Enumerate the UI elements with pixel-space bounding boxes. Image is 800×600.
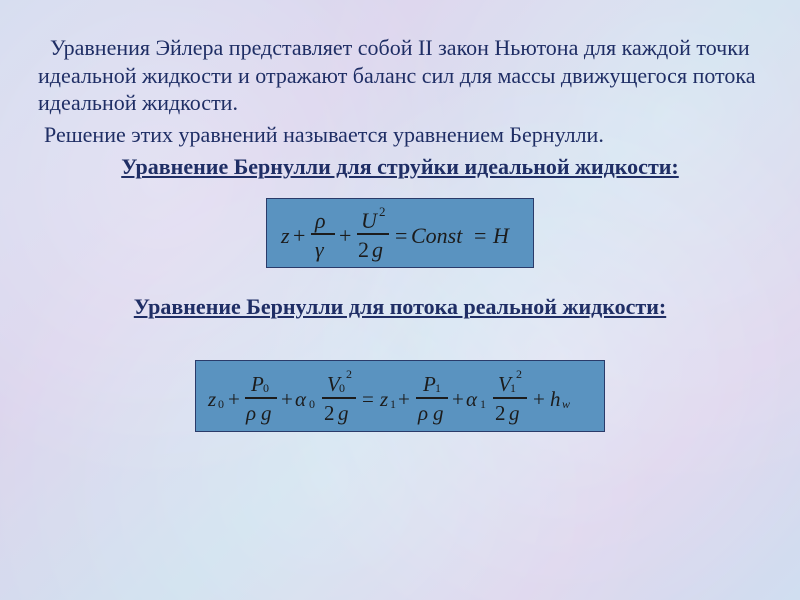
eq-token: P xyxy=(251,372,264,397)
equation-real: z0+P0ρg+α0V022g=z1+P1ρg+α1V122g+hw xyxy=(196,361,604,431)
eq-token: γ xyxy=(315,237,324,263)
eq-token: 0 xyxy=(309,397,315,412)
eq-token: + xyxy=(452,387,464,412)
eq-token: + xyxy=(293,223,305,249)
eq-token: H xyxy=(493,223,509,249)
eq-token: z xyxy=(208,387,216,412)
eq-token: g xyxy=(338,401,349,426)
eq-token: + xyxy=(339,223,351,249)
eq-token: g xyxy=(372,237,383,263)
eq-token: 1 xyxy=(390,397,396,412)
eq-token: 1 xyxy=(480,397,486,412)
eq-token: 2 xyxy=(324,401,335,426)
eq-token: 1 xyxy=(510,381,516,396)
eq-token: + xyxy=(281,387,293,412)
eq-token: 2 xyxy=(358,237,369,263)
eq-token: g xyxy=(509,401,520,426)
eq-token: g xyxy=(433,401,444,426)
eq-token: V xyxy=(327,372,340,397)
eq-token: + xyxy=(533,387,545,412)
eq-token: 0 xyxy=(263,381,269,396)
eq-token: Const xyxy=(411,223,462,249)
equation-ideal-wrap: z+ργ+U22g=Const=H xyxy=(38,198,762,268)
eq-token: P xyxy=(423,372,436,397)
eq-token: 0 xyxy=(339,381,345,396)
eq-token: z xyxy=(380,387,388,412)
fraction-bar xyxy=(493,397,527,399)
eq-token: = xyxy=(474,223,486,249)
real-section-title: Уравнение Бернулли для потока реальной ж… xyxy=(38,294,762,320)
eq-token: g xyxy=(261,401,272,426)
eq-token: 2 xyxy=(516,367,522,382)
fraction-bar xyxy=(322,397,356,399)
eq-token: + xyxy=(398,387,410,412)
solution-note-paragraph: Решение этих уравнений называется уравне… xyxy=(44,121,762,149)
eq-token: = xyxy=(362,387,374,412)
fraction-bar xyxy=(245,397,277,399)
eq-token: 0 xyxy=(218,397,224,412)
eq-token: 1 xyxy=(435,381,441,396)
fraction-bar xyxy=(357,233,389,235)
eq-token: 2 xyxy=(495,401,506,426)
eq-token: U xyxy=(361,208,377,234)
equation-real-wrap: z0+P0ρg+α0V022g=z1+P1ρg+α1V122g+hw xyxy=(38,360,762,432)
fraction-bar xyxy=(416,397,448,399)
equation-ideal: z+ργ+U22g=Const=H xyxy=(267,199,533,267)
equation-real-box: z0+P0ρg+α0V022g=z1+P1ρg+α1V122g+hw xyxy=(195,360,605,432)
eq-token: α xyxy=(295,387,306,412)
eq-token: ρ xyxy=(315,208,326,234)
eq-token: z xyxy=(281,223,290,249)
ideal-section-title: Уравнение Бернулли для струйки идеальной… xyxy=(38,154,762,180)
intro-paragraph: Уравнения Эйлера представляет собой II з… xyxy=(38,34,762,117)
eq-token: α xyxy=(466,387,477,412)
eq-token: w xyxy=(562,397,570,412)
eq-token: + xyxy=(228,387,240,412)
eq-token: ρ xyxy=(418,401,428,426)
eq-token: h xyxy=(550,387,561,412)
eq-token: V xyxy=(498,372,511,397)
eq-token: ρ xyxy=(246,401,256,426)
fraction-bar xyxy=(311,233,335,235)
eq-token: = xyxy=(395,223,407,249)
eq-token: 2 xyxy=(346,367,352,382)
equation-ideal-box: z+ργ+U22g=Const=H xyxy=(266,198,534,268)
eq-token: 2 xyxy=(379,204,386,220)
